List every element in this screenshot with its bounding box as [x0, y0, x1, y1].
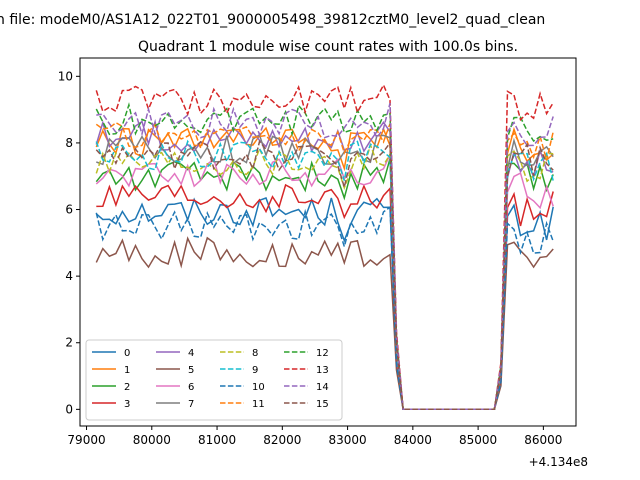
axes-border: [79, 57, 577, 427]
legend-label-8: 8: [252, 348, 258, 359]
chart-title: Quadrant 1 module wise count rates with …: [138, 39, 518, 55]
legend-box: [85, 339, 343, 421]
x-offset-label: +4.134e8: [529, 455, 588, 469]
legend-label-5: 5: [188, 365, 194, 376]
series-line-9: [95, 139, 554, 411]
legend-label-0: 0: [124, 348, 130, 359]
x-tick-label: 84000: [394, 433, 432, 447]
figure-suptitle: n file: modeM0/AS1A12_022T01_9000005498_…: [0, 12, 545, 28]
y-tick-label: 4: [65, 269, 73, 283]
y-tick-label: 8: [65, 136, 73, 150]
x-tick-label: 80000: [133, 433, 171, 447]
y-tick-label: 10: [58, 69, 73, 83]
legend-label-14: 14: [316, 382, 329, 393]
legend-label-15: 15: [316, 399, 329, 410]
legend-label-1: 1: [124, 365, 130, 376]
y-tick-label: 2: [65, 336, 73, 350]
legend-label-12: 12: [316, 348, 329, 359]
legend-label-4: 4: [188, 348, 194, 359]
legend-label-11: 11: [252, 399, 265, 410]
series-line-8: [95, 142, 554, 411]
series-layer: [95, 83, 554, 411]
series-line-15: [95, 139, 554, 411]
x-axis: 79000 80000 81000 82000 83000 84000 85000 86000: [67, 426, 562, 447]
y-tick-label: 0: [65, 402, 73, 416]
x-tick-label: 82000: [263, 433, 301, 447]
x-tick-label: 83000: [328, 433, 366, 447]
series-line-12: [95, 102, 554, 411]
legend-label-6: 6: [188, 382, 194, 393]
legend-label-10: 10: [252, 382, 265, 393]
legend-label-2: 2: [124, 382, 130, 393]
x-tick-label: 86000: [524, 433, 562, 447]
y-tick-label: 6: [65, 203, 73, 217]
legend-label-13: 13: [316, 365, 329, 376]
x-tick-label: 85000: [459, 433, 497, 447]
x-tick-label: 79000: [67, 433, 105, 447]
legend-label-9: 9: [252, 365, 258, 376]
y-axis: 0 2 4 6 8 10: [58, 69, 80, 416]
x-tick-label: 81000: [198, 433, 236, 447]
legend-label-7: 7: [188, 399, 194, 410]
legend-label-3: 3: [124, 399, 130, 410]
